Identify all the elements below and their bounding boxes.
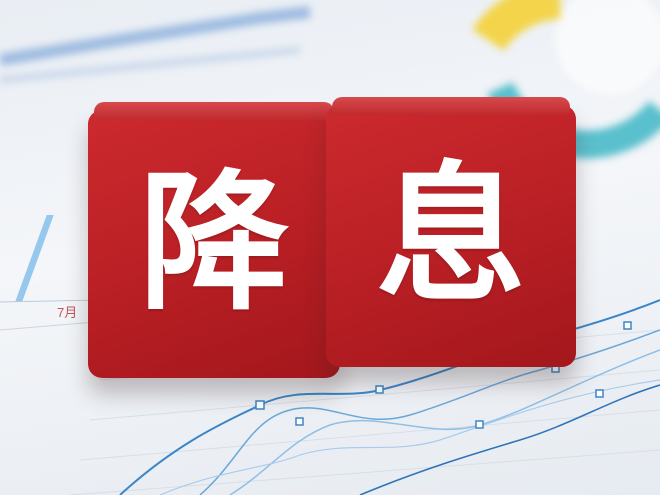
block-right-top [332, 97, 570, 115]
bar-chart-left [0, 215, 101, 331]
block-left-face [88, 110, 340, 378]
block-left-top [94, 102, 334, 120]
axis-month-label: 7月 [57, 305, 78, 320]
block-right: 息 [326, 97, 576, 367]
block-left: 降 [88, 102, 340, 378]
block-left-character: 降 [138, 157, 289, 331]
block-right-face [326, 105, 576, 367]
block-right-character: 息 [375, 149, 526, 323]
